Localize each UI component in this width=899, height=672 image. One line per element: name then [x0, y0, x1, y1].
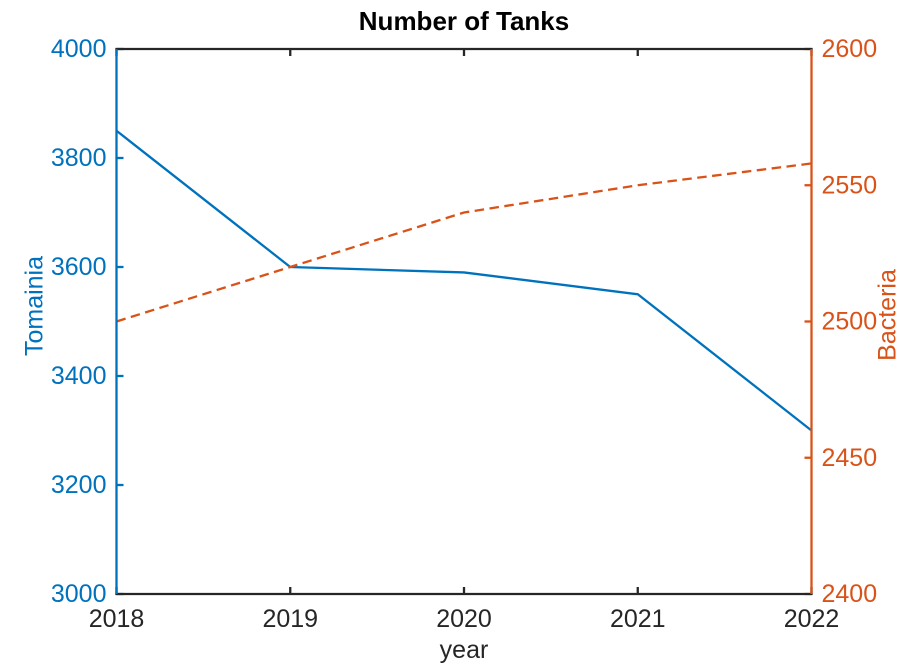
y-left-tick-label: 3000	[51, 580, 107, 608]
x-axis-label: year	[439, 636, 489, 664]
x-tick-label: 2021	[610, 605, 666, 633]
y-left-tick-label: 3200	[51, 471, 107, 499]
x-tick-label: 2020	[436, 605, 492, 633]
series-line-bacteria	[116, 162, 812, 323]
y-left-tick-label: 3400	[51, 362, 107, 390]
y-right-tick-label: 2500	[822, 308, 878, 336]
y-left-tick-label: 3800	[51, 144, 107, 172]
y-right-tick-label: 2450	[822, 444, 878, 472]
y-right-tick-label: 2550	[822, 171, 878, 199]
left-y-axis-label: Tomainia	[20, 255, 49, 357]
y-right-tick-label: 2600	[822, 35, 878, 63]
series-line-tomainia	[115, 129, 813, 432]
y-left-tick-label: 3600	[51, 253, 107, 281]
right-y-axis-label: Bacteria	[873, 269, 899, 361]
y-left-tick-label: 4000	[51, 35, 107, 63]
x-tick-label: 2019	[262, 605, 318, 633]
y-right-tick-label: 2400	[822, 580, 878, 608]
x-tick-label: 2022	[784, 605, 840, 633]
x-tick-label: 2018	[89, 605, 145, 633]
chart-title: Number of Tanks	[358, 6, 570, 36]
